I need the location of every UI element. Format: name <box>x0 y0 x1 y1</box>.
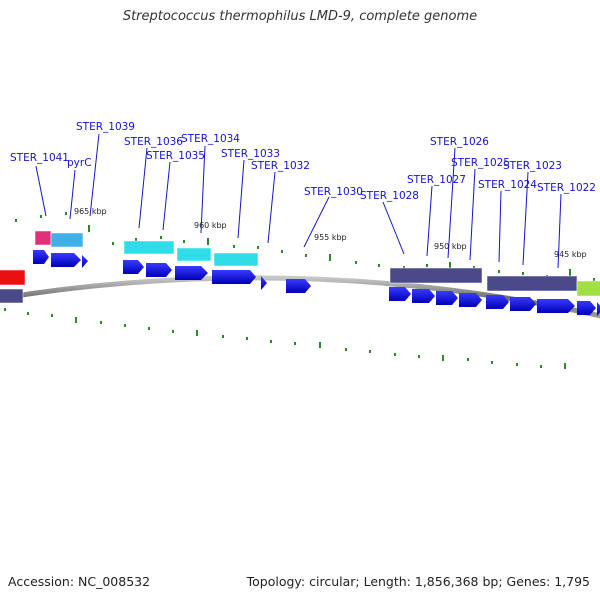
cog-feature-row[interactable] <box>0 230 600 304</box>
kbp-label: 960 kbp <box>194 221 227 230</box>
cog-feature-skyblue[interactable] <box>50 232 84 248</box>
cds-arrow[interactable] <box>597 302 600 316</box>
kbp-label: 945 kbp <box>554 250 587 259</box>
outer-ticks <box>15 212 595 281</box>
gene-label[interactable]: STER_1032 <box>251 160 310 172</box>
cds-arrow[interactable] <box>212 270 256 284</box>
cds-arrow[interactable] <box>486 295 509 309</box>
cog-feature-magenta[interactable] <box>34 230 52 246</box>
gene-label[interactable]: STER_1027 <box>407 174 466 186</box>
cog-feature-slate[interactable] <box>389 267 483 284</box>
kbp-label: 955 kbp <box>314 233 347 242</box>
gene-label[interactable]: STER_1022 <box>537 182 596 194</box>
gene-label[interactable]: STER_1028 <box>360 190 419 202</box>
cds-arrow[interactable] <box>412 289 435 303</box>
gene-label[interactable]: STER_1030 <box>304 186 363 198</box>
cog-feature-lime[interactable] <box>576 280 600 297</box>
cds-arrow[interactable] <box>175 266 208 280</box>
gene-label[interactable]: STER_1039 <box>76 121 135 133</box>
cds-arrow[interactable] <box>436 291 458 305</box>
gene-label[interactable]: STER_1034 <box>181 133 240 145</box>
kbp-label: 950 kbp <box>434 242 467 251</box>
cog-feature-cyan[interactable] <box>213 252 259 267</box>
gene-label[interactable]: STER_1036 <box>124 136 183 148</box>
gene-label[interactable]: STER_1025 <box>451 157 510 169</box>
genome-summary-text: Topology: circular; Length: 1,856,368 bp… <box>246 574 590 589</box>
cds-arrows[interactable] <box>33 250 600 316</box>
gene-label[interactable]: STER_1035 <box>146 150 205 162</box>
cog-feature-cyan[interactable] <box>176 247 212 262</box>
cog-feature-slate[interactable] <box>486 275 578 292</box>
gene-label[interactable]: pyrC <box>67 157 92 169</box>
cds-arrow[interactable] <box>261 276 267 290</box>
cds-arrow[interactable] <box>510 297 536 311</box>
cds-arrow[interactable] <box>577 301 596 315</box>
cds-arrow[interactable] <box>33 250 49 264</box>
cds-arrow[interactable] <box>146 263 172 277</box>
gene-label[interactable]: STER_1026 <box>430 136 489 148</box>
gene-label[interactable]: STER_1023 <box>503 160 562 172</box>
label-leader-lines <box>35 133 562 269</box>
gene-label[interactable]: STER_1041 <box>10 152 69 164</box>
cds-arrow[interactable] <box>51 253 81 267</box>
cds-arrow[interactable] <box>459 293 482 307</box>
map-title: Streptococcus thermophilus LMD-9, comple… <box>122 9 478 24</box>
gene-label[interactable]: STER_1033 <box>221 148 280 160</box>
cds-arrow[interactable] <box>537 299 575 313</box>
accession-text: Accession: NC_008532 <box>8 574 151 589</box>
cds-arrow[interactable] <box>82 255 88 268</box>
cog-feature-slate[interactable] <box>0 288 24 304</box>
cog-feature-cyan[interactable] <box>123 240 175 255</box>
cds-arrow[interactable] <box>389 287 411 301</box>
gene-label[interactable]: STER_1024 <box>478 179 537 191</box>
cds-arrow[interactable] <box>123 260 144 274</box>
cog-feature-red[interactable] <box>0 269 26 286</box>
cds-arrow[interactable] <box>286 279 311 293</box>
inner-ticks <box>4 308 566 369</box>
gene-labels: STER_1041 pyrC STER_1039 STER_1036 STER_… <box>10 121 596 202</box>
